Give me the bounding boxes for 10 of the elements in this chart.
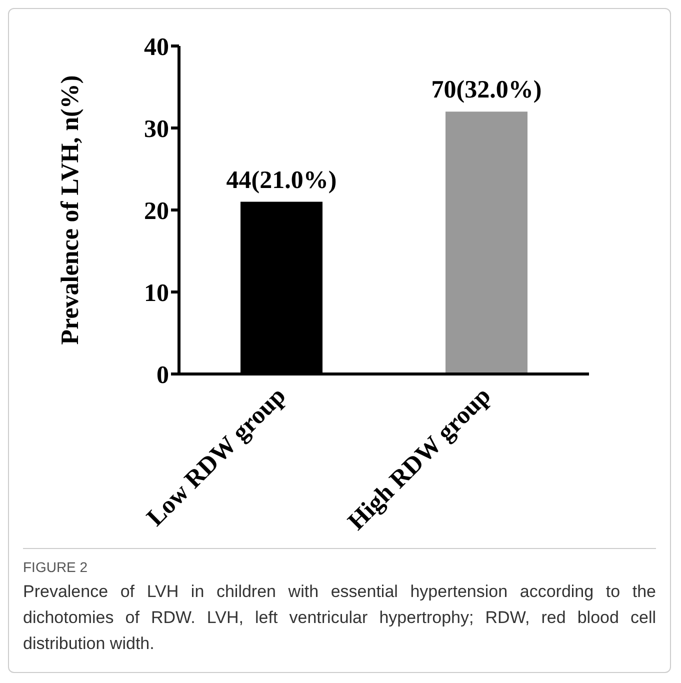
data-label: 44(21.0%) — [226, 166, 337, 194]
caption: FIGURE 2 — [23, 559, 89, 575]
y-tick-label: 30 — [144, 116, 169, 143]
y-axis-title: Prevalence of LVH, n(%) — [56, 75, 84, 345]
data-label: 70(32.0%) — [431, 76, 542, 104]
y-tick-label: 40 — [144, 34, 169, 61]
y-tick-label: 0 — [156, 362, 169, 389]
y-tick-label: 20 — [144, 198, 169, 225]
text: Prevalence of LVH in children with essential hypertension according to the dichotomies of RDW. LVH, left ventricular hypertrophy; RDW, red blood cell distribution width. — [23, 581, 656, 655]
y-tick-label: 10 — [144, 280, 169, 307]
